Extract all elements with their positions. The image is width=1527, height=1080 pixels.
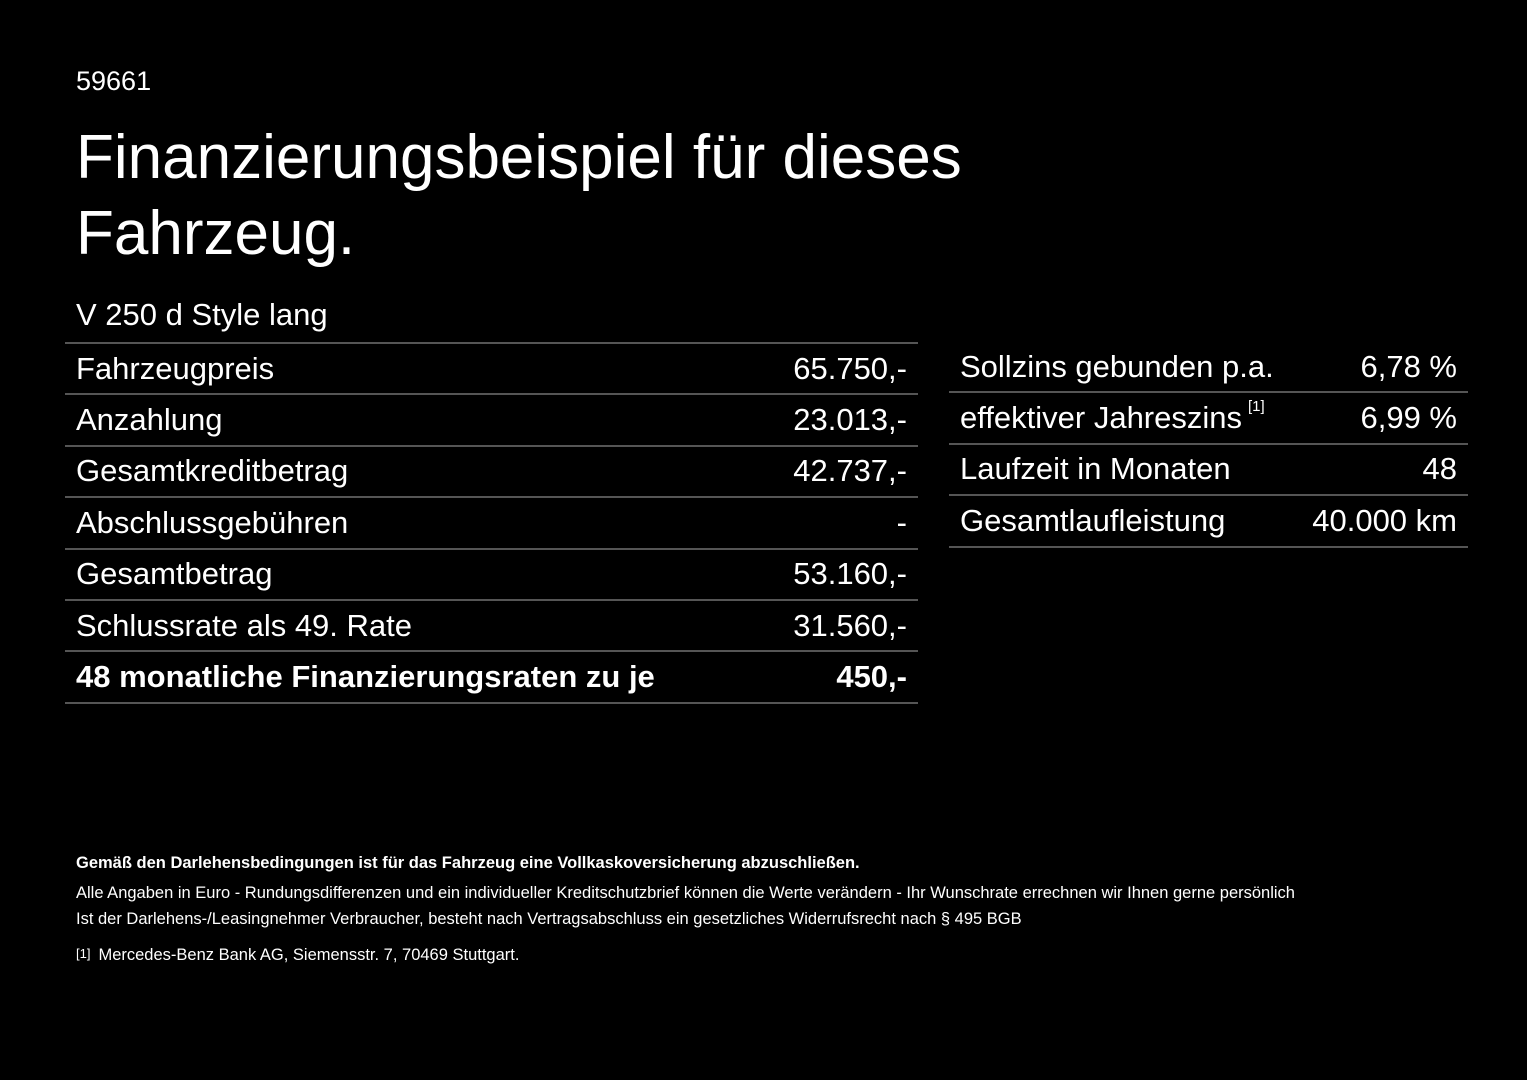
row-value: 31.560,- bbox=[793, 607, 907, 643]
row-label: Anzahlung bbox=[76, 402, 223, 438]
row-value: 450,- bbox=[836, 659, 907, 695]
footnote-text: Mercedes-Benz Bank AG, Siemensstr. 7, 70… bbox=[98, 946, 520, 964]
row-value: 6,99 % bbox=[1360, 400, 1457, 436]
row-label: Laufzeit in Monaten bbox=[960, 451, 1231, 487]
row-label: Gesamtbetrag bbox=[76, 556, 273, 592]
table-row: Schlussrate als 49. Rate 31.560,- bbox=[65, 601, 918, 653]
table-row: effektiver Jahreszins [1] 6,99 % bbox=[949, 393, 1468, 445]
document-id: 59661 bbox=[76, 66, 152, 96]
insurance-note: Gemäß den Darlehensbedingungen ist für d… bbox=[76, 854, 860, 872]
row-value: 42.737,- bbox=[793, 453, 907, 489]
interest-table: Sollzins gebunden p.a. 6,78 % effektiver … bbox=[949, 342, 1468, 548]
withdrawal-note: Ist der Darlehens-/Leasingnehmer Verbrau… bbox=[76, 910, 1022, 928]
row-value: 53.160,- bbox=[793, 556, 907, 592]
row-value: 23.013,- bbox=[793, 402, 907, 438]
row-label: Schlussrate als 49. Rate bbox=[76, 607, 413, 643]
row-label: Fahrzeugpreis bbox=[76, 350, 275, 386]
row-value: 65.750,- bbox=[793, 350, 907, 386]
footnote-marker: [1] bbox=[1248, 398, 1265, 416]
row-value: - bbox=[896, 504, 907, 540]
row-label: 48 monatliche Finanzierungsraten zu je bbox=[76, 659, 655, 695]
footnote-marker: [1] bbox=[76, 946, 91, 961]
euro-note: Alle Angaben in Euro - Rundungsdifferenz… bbox=[76, 884, 1295, 902]
row-label: Abschlussgebühren bbox=[76, 504, 349, 540]
table-row: Anzahlung 23.013,- bbox=[65, 395, 918, 447]
table-row: Sollzins gebunden p.a. 6,78 % bbox=[949, 342, 1468, 394]
table-row: Gesamtkreditbetrag 42.737,- bbox=[65, 447, 918, 499]
table-row: Fahrzeugpreis 65.750,- bbox=[65, 344, 918, 396]
monthly-rate-row: 48 monatliche Finanzierungsraten zu je 45… bbox=[65, 652, 918, 704]
row-label: Gesamtlaufleistung bbox=[960, 502, 1226, 538]
row-label: Sollzins gebunden p.a. bbox=[960, 348, 1274, 384]
table-row: Abschlussgebühren - bbox=[65, 498, 918, 550]
table-row: Gesamtlaufleistung 40.000 km bbox=[949, 496, 1468, 548]
row-value: 40.000 km bbox=[1312, 502, 1457, 538]
footnote: [1] Mercedes-Benz Bank AG, Siemensstr. 7,… bbox=[76, 946, 519, 965]
row-value: 6,78 % bbox=[1360, 348, 1457, 384]
row-label: Gesamtkreditbetrag bbox=[76, 453, 349, 489]
row-value: 48 bbox=[1422, 451, 1457, 487]
table-row: Laufzeit in Monaten 48 bbox=[949, 445, 1468, 497]
table-row: Gesamtbetrag 53.160,- bbox=[65, 550, 918, 601]
page-title: Finanzierungsbeispiel für dieses Fahrzeu… bbox=[76, 123, 962, 268]
financing-table: Fahrzeugpreis 65.750,- Anzahlung 23.013,- … bbox=[65, 342, 918, 704]
row-label: effektiver Jahreszins bbox=[960, 400, 1242, 436]
model-name: V 250 d Style lang bbox=[76, 297, 328, 332]
